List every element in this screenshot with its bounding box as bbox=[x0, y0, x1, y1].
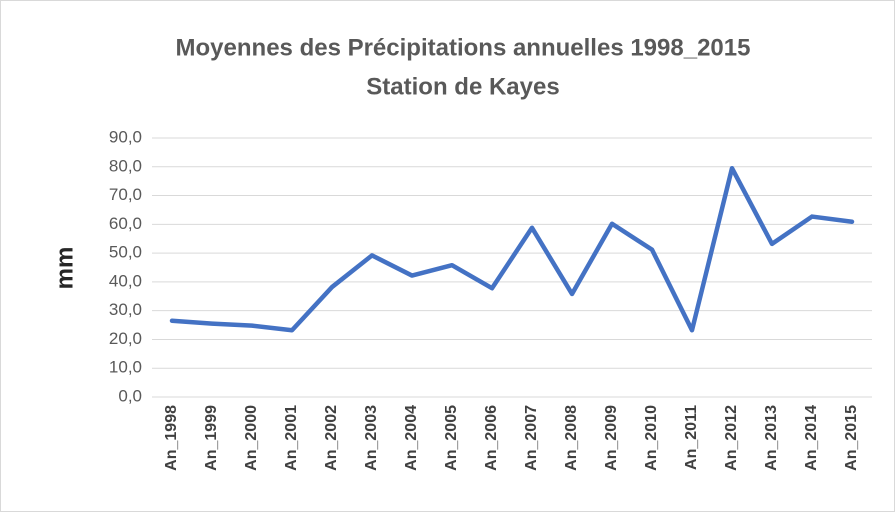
x-tick-label: An_2012 bbox=[723, 405, 740, 471]
x-tick-label: An_2002 bbox=[323, 405, 340, 471]
x-tick-label: An_2011 bbox=[683, 405, 700, 470]
x-tick-label: An_1999 bbox=[203, 405, 220, 471]
x-tick-label: An_2007 bbox=[523, 405, 540, 471]
x-tick-label: An_2006 bbox=[483, 405, 500, 471]
x-tick-label: An_2013 bbox=[763, 405, 780, 471]
x-tick-label: An_2008 bbox=[563, 405, 580, 471]
data-line bbox=[169, 165, 855, 333]
x-tick-label: An_2001 bbox=[283, 405, 300, 471]
x-tick-label: An_2009 bbox=[603, 405, 620, 471]
x-tick-label: An_2003 bbox=[363, 405, 380, 471]
y-tick-label: 60,0 bbox=[109, 214, 142, 233]
y-tick-label: 90,0 bbox=[109, 127, 142, 146]
y-tick-label: 30,0 bbox=[109, 300, 142, 319]
x-tick-label: An_2000 bbox=[243, 405, 260, 471]
x-tick-label: An_2015 bbox=[843, 405, 860, 471]
x-tick-label: An_2014 bbox=[803, 405, 820, 471]
y-axis-label: mm bbox=[51, 247, 78, 290]
chart-title: Moyennes des Précipitations annuelles 19… bbox=[176, 34, 751, 61]
y-tick-label: 50,0 bbox=[109, 243, 142, 262]
x-tick-label: An_2004 bbox=[403, 405, 420, 471]
x-tick-label: An_1998 bbox=[163, 405, 180, 471]
y-tick-label: 0,0 bbox=[118, 386, 142, 405]
x-tick-label: An_2005 bbox=[443, 405, 460, 471]
y-tick-label: 40,0 bbox=[109, 271, 142, 290]
y-tick-label: 20,0 bbox=[109, 329, 142, 348]
chart-subtitle: Station de Kayes bbox=[366, 73, 559, 100]
y-tick-label: 10,0 bbox=[109, 358, 142, 377]
y-tick-label: 80,0 bbox=[109, 156, 142, 175]
x-tick-label: An_2010 bbox=[643, 405, 660, 471]
y-tick-label: 70,0 bbox=[109, 185, 142, 204]
